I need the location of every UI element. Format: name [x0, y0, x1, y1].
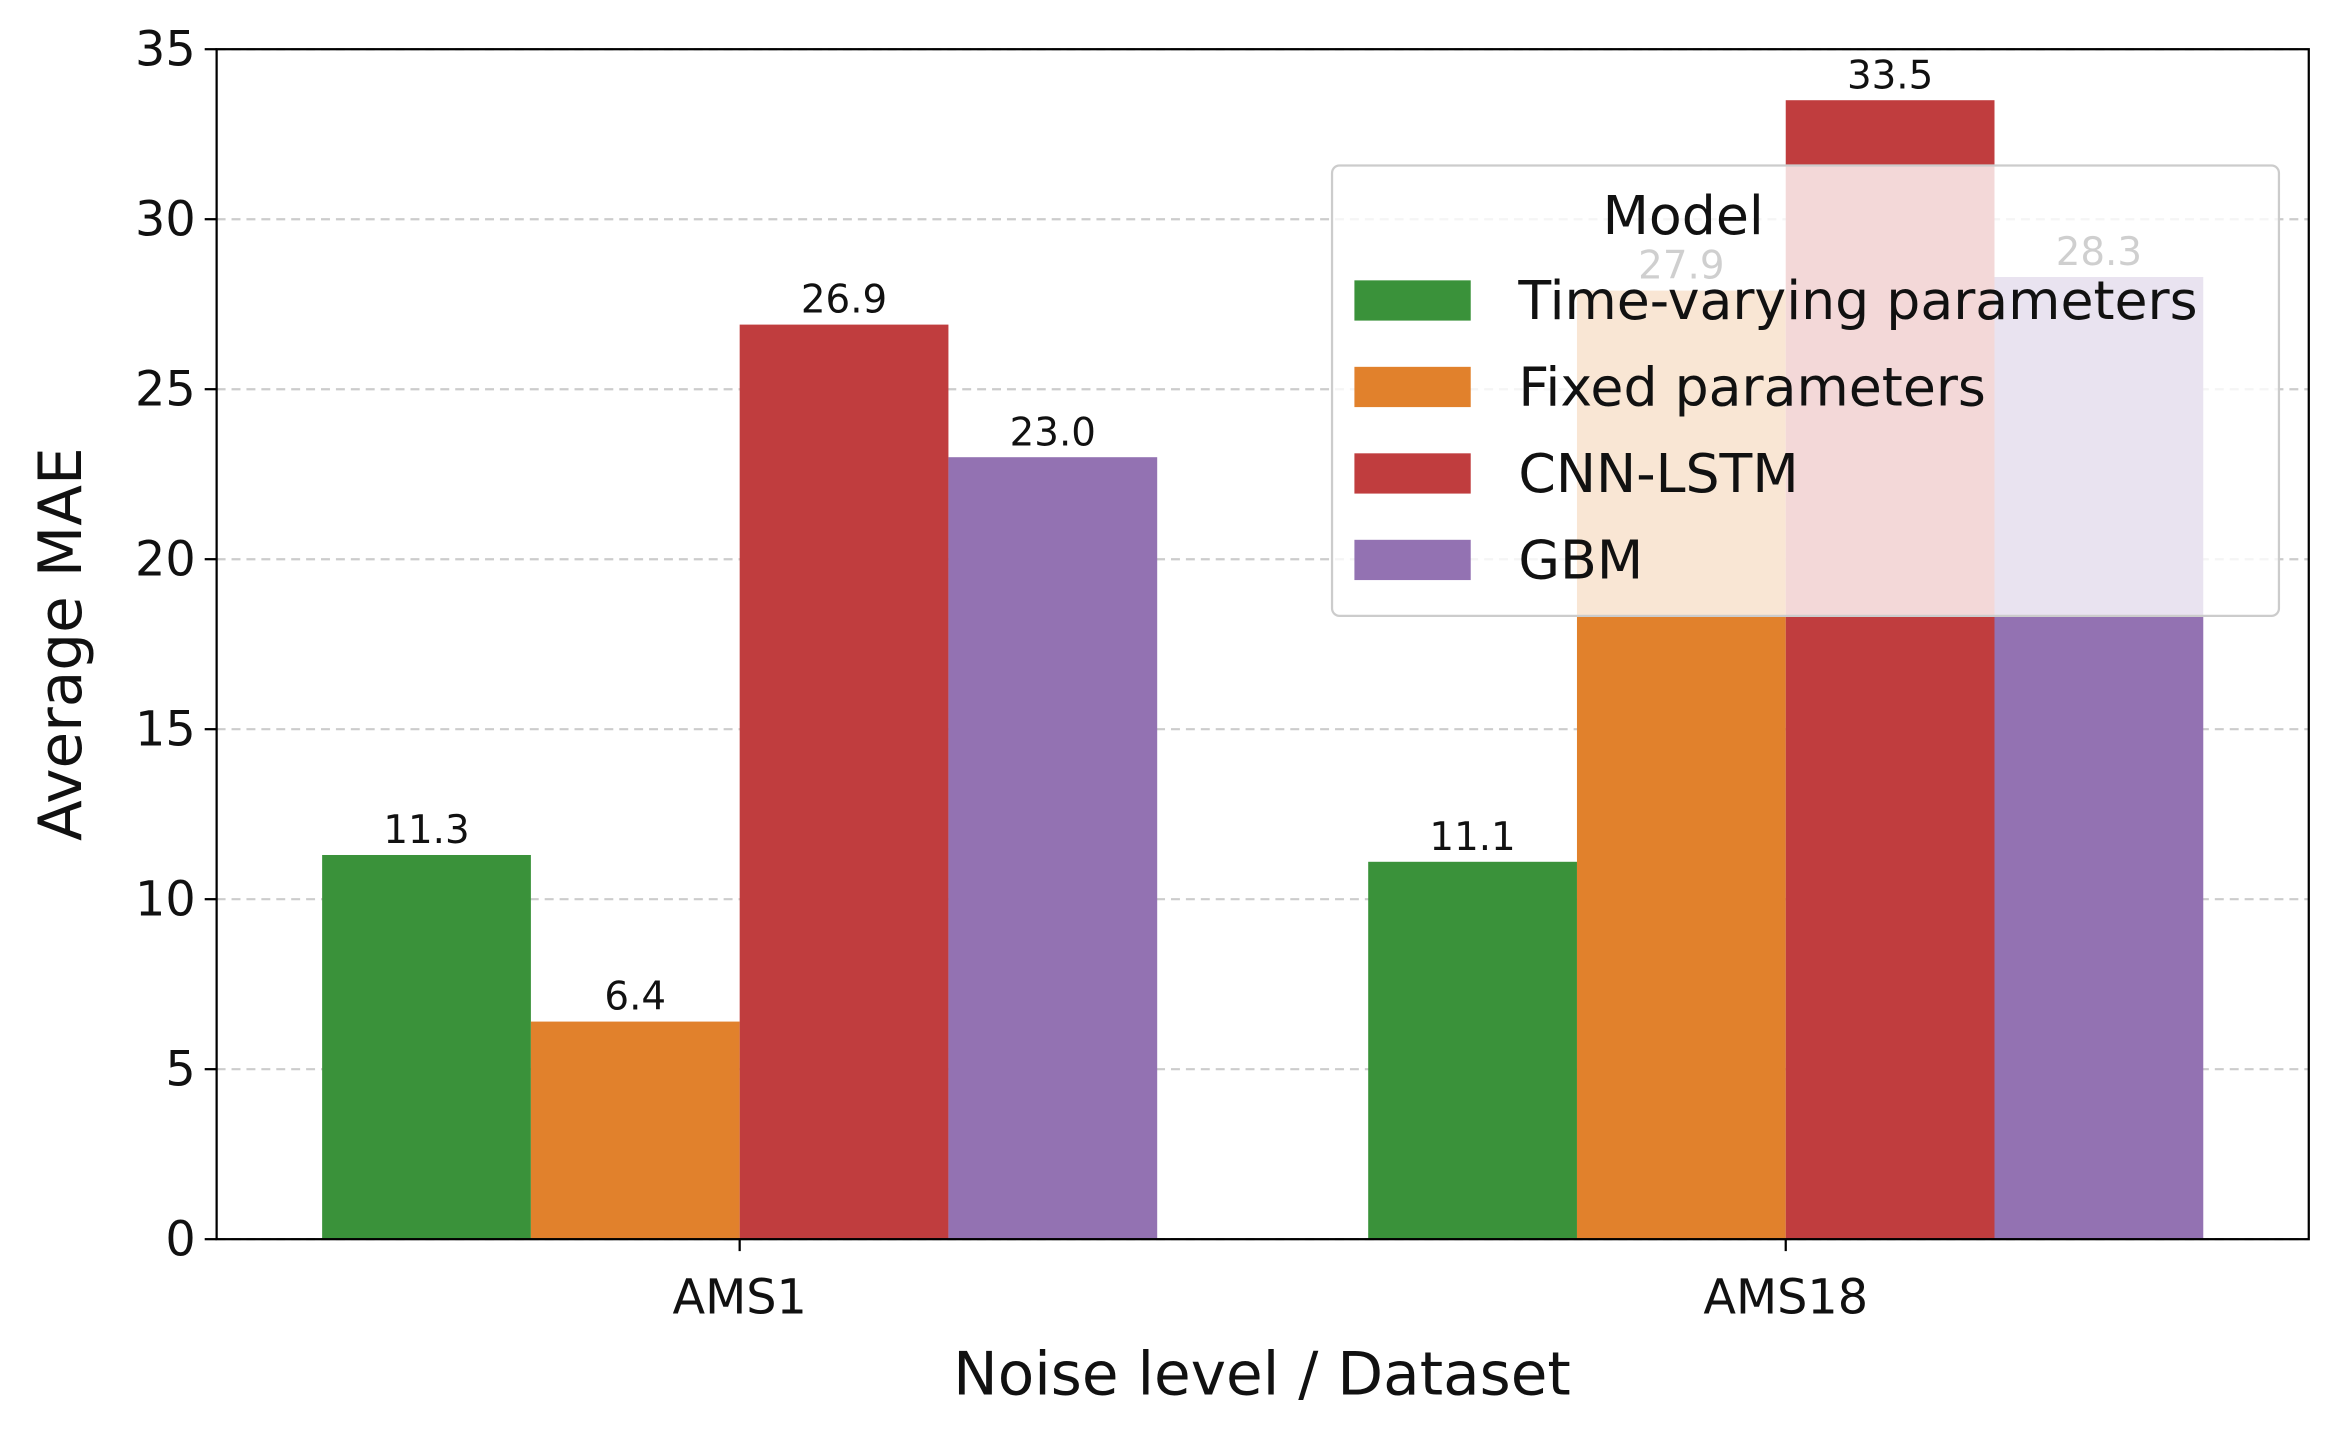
bar [1368, 861, 1577, 1240]
legend-label: CNN-LSTM [1518, 442, 1798, 505]
y-tick-label: 30 [135, 193, 196, 248]
legend-title: Model [1603, 184, 1764, 247]
y-tick-label: 35 [135, 23, 196, 78]
value-label: 23.0 [1010, 410, 1096, 455]
legend-label: GBM [1518, 529, 1643, 592]
value-label: 26.9 [801, 278, 887, 323]
y-tick-label: 15 [135, 703, 196, 758]
y-tick-label: 0 [165, 1213, 195, 1268]
y-tick-label: 20 [135, 533, 196, 588]
x-tick-label: AMS18 [1703, 1271, 1868, 1326]
bar [530, 1021, 740, 1240]
legend-swatch [1354, 366, 1471, 408]
legend-box [1330, 164, 2281, 617]
value-label: 33.5 [1847, 53, 1933, 98]
bar [948, 457, 1158, 1240]
y-tick-label: 10 [135, 873, 196, 928]
x-tick-label: AMS1 [672, 1271, 806, 1326]
bar [322, 854, 531, 1240]
value-label: 11.1 [1429, 815, 1515, 860]
legend-swatch [1354, 539, 1471, 581]
y-tick-label: 25 [135, 363, 196, 418]
value-label: 6.4 [604, 975, 666, 1020]
bar [739, 324, 949, 1240]
y-tick-label: 5 [165, 1043, 195, 1098]
legend-swatch [1354, 453, 1471, 494]
legend-swatch [1354, 280, 1471, 321]
legend-label: Time-varying parameters [1517, 269, 2197, 332]
legend-label: Fixed parameters [1518, 356, 1985, 419]
y-axis-label: Average MAE [27, 447, 96, 841]
value-label: 11.3 [383, 808, 469, 853]
axes-frame [215, 48, 2310, 1241]
x-axis-label: Noise level / Dataset [953, 1340, 1571, 1409]
